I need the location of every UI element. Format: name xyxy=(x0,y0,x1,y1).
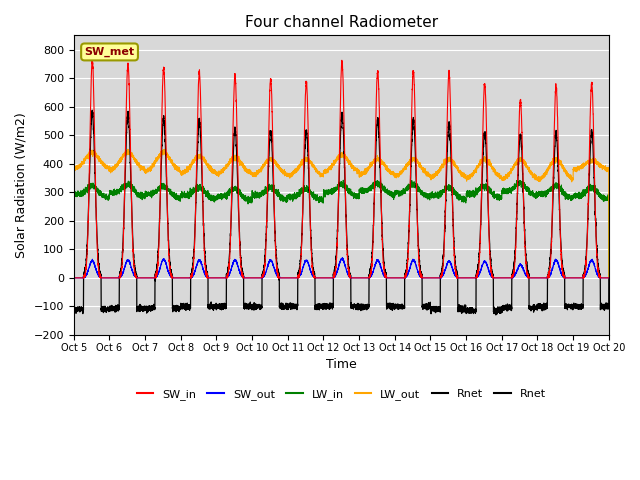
LW_out xyxy=(461,174,468,180)
SW_in xyxy=(323,275,331,281)
SW_out xyxy=(252,275,259,281)
LW_in xyxy=(605,275,612,281)
Rnet xyxy=(252,301,259,307)
LW_out xyxy=(605,275,612,281)
SW_out xyxy=(576,275,584,281)
LW_out xyxy=(70,168,77,174)
LW_in xyxy=(461,197,468,203)
SW_out xyxy=(476,269,484,275)
SW_out xyxy=(339,255,346,261)
LW_in xyxy=(476,186,484,192)
SW_in xyxy=(476,240,484,246)
Text: SW_met: SW_met xyxy=(84,47,134,57)
Line: SW_out: SW_out xyxy=(74,258,609,278)
LW_in xyxy=(339,178,347,183)
Rnet xyxy=(88,108,96,113)
LW_out xyxy=(476,163,484,168)
X-axis label: Time: Time xyxy=(326,358,356,371)
SW_in xyxy=(461,275,468,281)
Title: Four channel Radiometer: Four channel Radiometer xyxy=(244,15,438,30)
Rnet xyxy=(605,275,612,281)
Line: SW_in: SW_in xyxy=(74,59,609,278)
Rnet xyxy=(492,312,500,318)
SW_in xyxy=(70,275,77,281)
SW_out xyxy=(323,275,331,281)
LW_out xyxy=(124,146,131,152)
Line: LW_in: LW_in xyxy=(74,180,609,278)
Rnet xyxy=(476,238,484,244)
LW_out xyxy=(323,168,331,174)
Rnet xyxy=(70,306,77,312)
LW_out xyxy=(582,162,590,168)
SW_out xyxy=(582,270,590,276)
SW_in xyxy=(252,275,259,281)
Rnet xyxy=(461,307,468,313)
SW_in xyxy=(582,253,590,259)
Y-axis label: Solar Radiation (W/m2): Solar Radiation (W/m2) xyxy=(15,112,28,258)
LW_in xyxy=(70,193,77,199)
SW_out xyxy=(461,275,468,281)
SW_in xyxy=(605,275,612,281)
Rnet xyxy=(323,301,331,307)
LW_in xyxy=(576,193,584,199)
LW_in xyxy=(252,192,259,198)
SW_out xyxy=(70,275,77,281)
SW_in xyxy=(576,275,584,281)
Line: LW_out: LW_out xyxy=(74,149,609,278)
LW_in xyxy=(323,189,331,195)
SW_out xyxy=(605,275,612,281)
Legend: SW_in, SW_out, LW_in, LW_out, Rnet, Rnet: SW_in, SW_out, LW_in, LW_out, Rnet, Rnet xyxy=(132,384,550,404)
LW_in xyxy=(582,186,590,192)
Rnet xyxy=(576,304,584,310)
LW_out xyxy=(576,165,584,171)
SW_in xyxy=(88,56,96,62)
Line: Rnet: Rnet xyxy=(74,110,609,315)
Rnet xyxy=(582,247,590,253)
LW_out xyxy=(252,172,259,178)
